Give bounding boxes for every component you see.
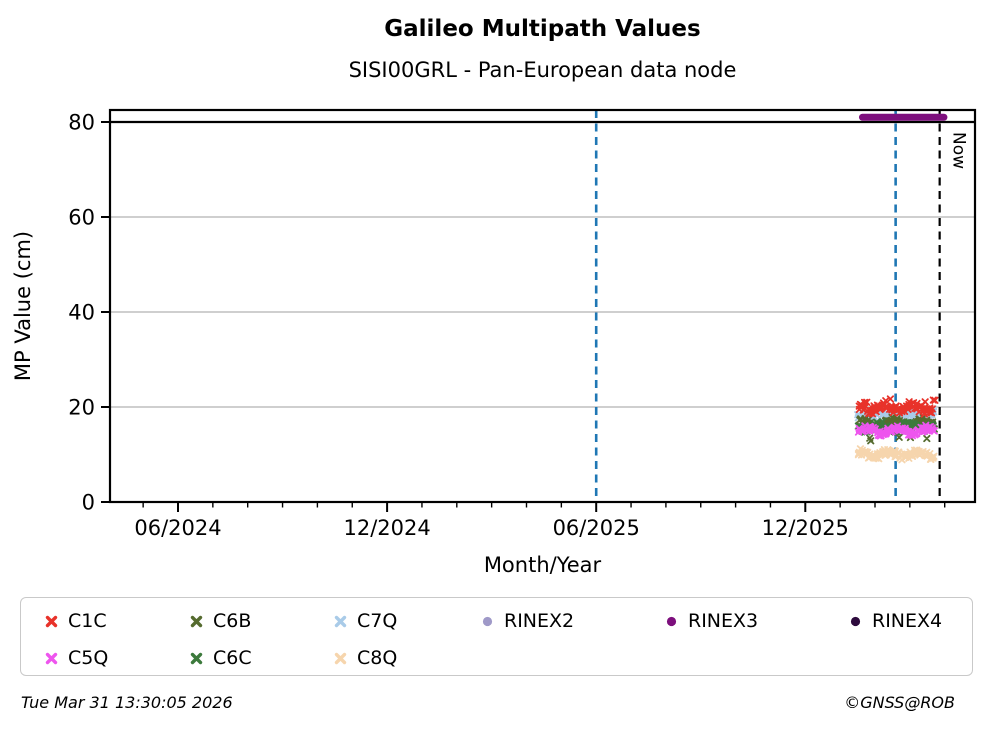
legend-label: C5Q <box>68 647 109 669</box>
scatter-series-c8q <box>854 445 938 464</box>
axis-ticks: 0 20 40 60 80 06/2024 12/2024 06/2025 12/2025 <box>68 111 946 540</box>
chart-subtitle: SISI00GRL - Pan-European data node <box>348 58 737 82</box>
legend-item-rinex4: RINEX4 <box>848 608 942 634</box>
rinex3-marker-icon <box>666 616 677 626</box>
c6c-marker-icon <box>190 652 203 664</box>
legend-item-rinex3: RINEX3 <box>664 608 758 634</box>
scatter-series-c5q <box>854 421 938 440</box>
y-axis-label: MP Value (cm) <box>11 231 35 381</box>
legend-label: C8Q <box>357 647 398 669</box>
legend-item-c6c: C6C <box>189 645 252 671</box>
legend-label: C6C <box>213 647 252 669</box>
legend-label: C7Q <box>357 610 398 632</box>
c5q-marker-icon <box>45 652 58 664</box>
legend-label: C1C <box>68 610 107 632</box>
gridlines <box>110 121 975 408</box>
y-tick-label: 60 <box>68 206 95 230</box>
rinex4-marker-icon <box>850 616 861 626</box>
c1c-marker-icon <box>45 615 58 627</box>
plot-canvas: 0 20 40 60 80 06/2024 12/2024 06/2025 12/2025 Mon… <box>11 108 977 577</box>
c6b-marker-icon <box>190 615 203 627</box>
legend-item-c8q: C8Q <box>333 645 397 671</box>
plot-timestamp: Tue Mar 31 13:30:05 2026 <box>21 693 233 712</box>
now-label: Now <box>949 132 969 169</box>
plot-frame <box>108 108 977 504</box>
c8q-marker-icon <box>334 652 347 664</box>
x-axis-label: Month/Year <box>484 553 602 577</box>
x-tick-label: 06/2025 <box>553 516 640 540</box>
y-tick-label: 0 <box>82 491 95 515</box>
legend-label: RINEX3 <box>688 610 759 632</box>
legend-label: RINEX2 <box>504 610 575 632</box>
legend-item-c6b: C6B <box>189 608 251 634</box>
legend-label: C6B <box>213 610 252 632</box>
legend-item-c7q: C7Q <box>333 608 397 634</box>
legend-item-rinex2: RINEX2 <box>480 608 574 634</box>
legend: C1C C6B C7Q RINEX2 RINEX3 RINEX4 C5Q C6C C8Q <box>20 597 973 676</box>
x-tick-label: 12/2025 <box>762 516 849 540</box>
chart-title: Galileo Multipath Values <box>384 16 701 42</box>
rinex2-marker-icon <box>482 616 493 626</box>
legend-label: RINEX4 <box>872 610 943 632</box>
x-tick-label: 06/2024 <box>134 516 221 540</box>
legend-item-c1c: C1C <box>44 608 107 634</box>
scatter-series-c1c <box>855 395 939 418</box>
y-tick-label: 20 <box>68 396 95 420</box>
x-tick-label: 12/2024 <box>343 516 430 540</box>
c7q-marker-icon <box>334 615 347 627</box>
copyright-label: ©GNSS@ROB <box>844 693 955 712</box>
legend-item-c5q: C5Q <box>44 645 108 671</box>
y-tick-label: 40 <box>68 301 95 325</box>
y-tick-label: 80 <box>68 111 95 135</box>
